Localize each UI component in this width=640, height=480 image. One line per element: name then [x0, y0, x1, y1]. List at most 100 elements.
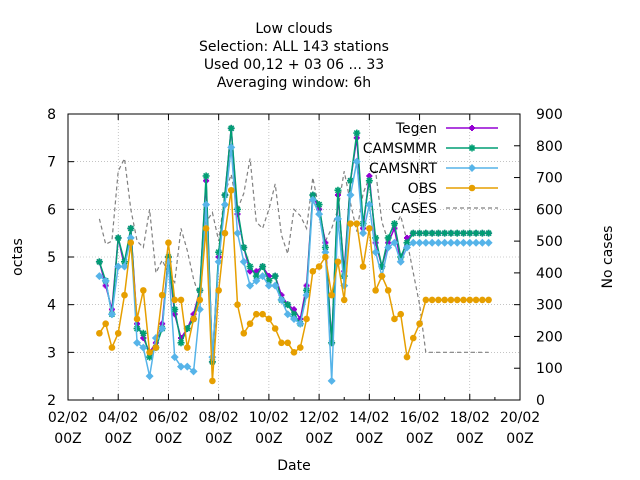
point-camsmmr	[177, 339, 185, 347]
point-camsnrt	[170, 353, 179, 362]
point-camsmmr	[240, 243, 248, 251]
plot-area	[95, 124, 493, 385]
point-camsnrt	[302, 291, 311, 300]
point-obs	[409, 334, 417, 342]
point-obs	[259, 310, 266, 318]
point-camsnrt	[428, 238, 437, 247]
point-camsnrt	[227, 143, 236, 152]
legend-label-cases: CASES	[391, 201, 437, 217]
point-obs	[359, 263, 367, 270]
point-obs	[479, 296, 486, 304]
point-camsnrt	[333, 214, 342, 223]
point-camsnrt	[258, 272, 267, 281]
point-camsnrt	[283, 310, 292, 319]
point-obs	[227, 186, 235, 194]
point-camsmmr	[441, 229, 449, 237]
x-tick-label: 00Z	[406, 431, 433, 447]
point-camsmmr	[428, 229, 436, 237]
legend-label-camsnrt: CAMSNRT	[369, 161, 438, 177]
point-obs	[127, 239, 135, 246]
point-obs	[284, 339, 292, 347]
legend: Tegen CAMSMMR CAMSNRT OBS CASES	[363, 121, 498, 217]
point-camsmmr	[139, 329, 147, 337]
point-obs	[334, 258, 342, 266]
point-obs	[453, 296, 461, 304]
point-camsnrt	[139, 343, 148, 352]
series-obs	[96, 186, 492, 385]
point-obs	[309, 268, 317, 275]
x-tick-label: 10/02	[249, 410, 289, 426]
point-obs	[353, 220, 361, 227]
point-camsnrt	[359, 229, 368, 238]
y2-tick-label: 800	[536, 139, 563, 155]
point-camsnrt	[145, 372, 154, 381]
point-camsnrt	[264, 281, 273, 290]
point-obs	[397, 310, 405, 318]
y2-tick-label: 200	[536, 329, 563, 345]
point-camsnrt	[434, 238, 443, 247]
x-axis-label: Date	[277, 458, 310, 474]
point-camsnrt	[346, 191, 355, 200]
point-camsmmr	[259, 263, 267, 271]
point-obs	[278, 339, 285, 347]
y2-tick-label: 700	[536, 171, 563, 187]
point-camsmmr	[171, 305, 179, 313]
point-obs	[152, 344, 160, 351]
point-camsnrt	[233, 229, 242, 238]
point-camsmmr	[409, 229, 417, 237]
point-obs	[403, 353, 411, 361]
x-tick-label: 00Z	[255, 431, 282, 447]
point-camsmmr	[434, 229, 442, 237]
point-camsnrt	[390, 238, 399, 247]
y-tick-label: 3	[47, 345, 56, 361]
point-obs	[290, 349, 298, 356]
point-camsnrt	[308, 195, 317, 204]
point-obs	[102, 320, 109, 328]
y2-axis-label: No cases	[600, 226, 616, 289]
point-obs	[328, 291, 335, 299]
point-obs	[140, 287, 147, 294]
point-camsmmr	[384, 234, 392, 242]
point-camsnrt	[126, 233, 135, 242]
point-obs	[466, 296, 474, 304]
point-camsmmr	[127, 224, 135, 232]
point-camsmmr	[472, 229, 480, 237]
point-obs	[234, 301, 241, 308]
title-line: Low clouds	[255, 21, 332, 37]
point-obs	[183, 344, 191, 351]
point-obs	[322, 253, 329, 261]
point-camsnrt	[421, 238, 430, 247]
legend-marker-tegen	[469, 125, 475, 131]
point-camsnrt	[158, 324, 167, 333]
x-tick-label: 04/02	[98, 410, 138, 426]
point-camsnrt	[177, 362, 185, 371]
point-camsnrt	[384, 243, 393, 252]
x-tick-label: 00Z	[456, 431, 483, 447]
point-camsnrt	[478, 238, 487, 247]
x-tick-label: 00Z	[506, 431, 533, 447]
point-camsmmr	[271, 272, 279, 280]
point-camsmmr	[390, 220, 398, 228]
point-obs	[428, 296, 436, 304]
point-camsnrt	[453, 238, 462, 247]
y-tick-label: 5	[47, 250, 56, 266]
point-obs	[190, 315, 197, 323]
point-camsnrt	[327, 376, 336, 385]
legend-label-camsmmr: CAMSMMR	[363, 141, 437, 157]
point-obs	[265, 315, 273, 323]
y2-tick-label: 600	[536, 202, 563, 218]
point-obs	[177, 296, 185, 304]
x-tick-label: 02/02	[48, 410, 88, 426]
point-camsnrt	[484, 238, 493, 247]
legend-label-tegen: Tegen	[395, 121, 437, 137]
point-camsmmr	[334, 186, 342, 194]
point-camsnrt	[352, 157, 361, 166]
x-tick-label: 00Z	[356, 431, 383, 447]
point-camsnrt	[290, 314, 298, 323]
grid	[67, 113, 521, 401]
point-obs	[108, 344, 116, 351]
point-camsnrt	[321, 248, 330, 257]
point-obs	[347, 220, 354, 227]
point-obs	[146, 349, 153, 356]
